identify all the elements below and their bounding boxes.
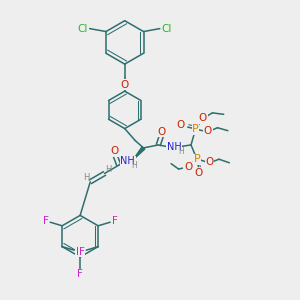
Text: P: P [194,154,200,164]
Text: O: O [204,126,212,136]
Text: F: F [79,247,85,256]
Text: O: O [121,80,129,90]
Text: H: H [105,165,111,174]
Text: NH: NH [167,142,182,152]
Text: H: H [83,173,90,182]
Text: O: O [184,162,192,172]
Text: F: F [43,216,49,226]
Text: F: F [112,216,118,226]
Text: O: O [110,146,118,157]
Text: Cl: Cl [161,24,172,34]
Text: F: F [76,247,82,256]
Text: O: O [157,127,165,137]
Text: F: F [77,269,83,279]
Text: O: O [176,120,185,130]
Text: P: P [192,124,199,134]
Text: O: O [205,157,214,167]
Text: H: H [132,161,137,170]
Polygon shape [133,147,145,160]
Text: O: O [199,113,207,123]
Text: O: O [194,168,202,178]
Text: Cl: Cl [78,24,88,34]
Text: H: H [178,147,184,156]
Text: NH: NH [120,156,135,166]
